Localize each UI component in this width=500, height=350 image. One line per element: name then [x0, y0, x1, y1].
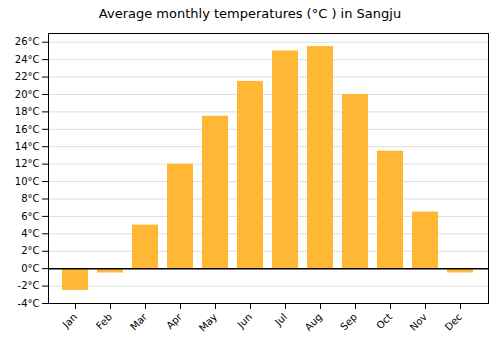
html-text:Average monthly temperatures (: Average monthly temperatures (°C ) in Sa…: [98, 6, 402, 21]
svg-text:24°C: 24°C: [15, 54, 40, 65]
svg-text:Aug: Aug: [303, 311, 325, 333]
svg-text:Jun: Jun: [235, 311, 255, 331]
svg-text:22°C: 22°C: [15, 71, 40, 82]
svg-text:Jul: Jul: [272, 311, 289, 328]
svg-text:May: May: [197, 311, 219, 333]
svg-text:6°C: 6°C: [21, 211, 39, 222]
svg-text:12°C: 12°C: [15, 158, 40, 169]
svg-text:0°C: 0°C: [21, 263, 39, 274]
svg-text:Apr: Apr: [164, 311, 185, 332]
svg-text:18°C: 18°C: [15, 106, 40, 117]
svg-text:Feb: Feb: [94, 311, 114, 331]
svg-text:Dec: Dec: [443, 311, 464, 332]
svg-text:-2°C: -2°C: [18, 280, 40, 291]
svg-text:Oct: Oct: [374, 311, 394, 331]
svg-text:16°C: 16°C: [15, 124, 40, 135]
svg-text:20°C: 20°C: [15, 89, 40, 100]
svg-text:26°C: 26°C: [15, 36, 40, 47]
svg-text:2°C: 2°C: [21, 245, 39, 256]
svg-text:-4°C: -4°C: [18, 298, 40, 309]
svg-text:Jan: Jan: [60, 311, 79, 330]
svg-text:Sep: Sep: [338, 311, 359, 332]
svg-text:Mar: Mar: [128, 311, 150, 333]
svg-text:8°C: 8°C: [21, 193, 39, 204]
svg-text:14°C: 14°C: [15, 141, 40, 152]
svg-text:10°C: 10°C: [15, 176, 40, 187]
svg-text:4°C: 4°C: [21, 228, 39, 239]
svg-text:Nov: Nov: [408, 311, 430, 333]
